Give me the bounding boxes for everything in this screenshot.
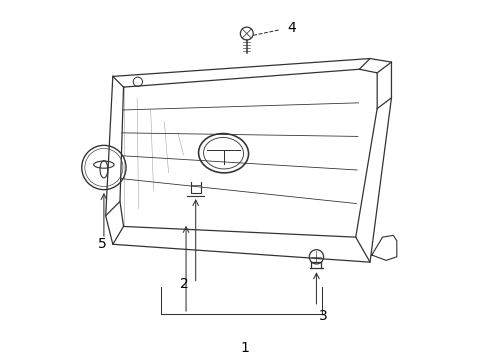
Text: 1: 1 <box>241 341 249 355</box>
Text: 3: 3 <box>319 309 328 323</box>
Text: 5: 5 <box>98 237 106 251</box>
Text: 4: 4 <box>287 21 296 35</box>
Text: 2: 2 <box>180 276 189 291</box>
